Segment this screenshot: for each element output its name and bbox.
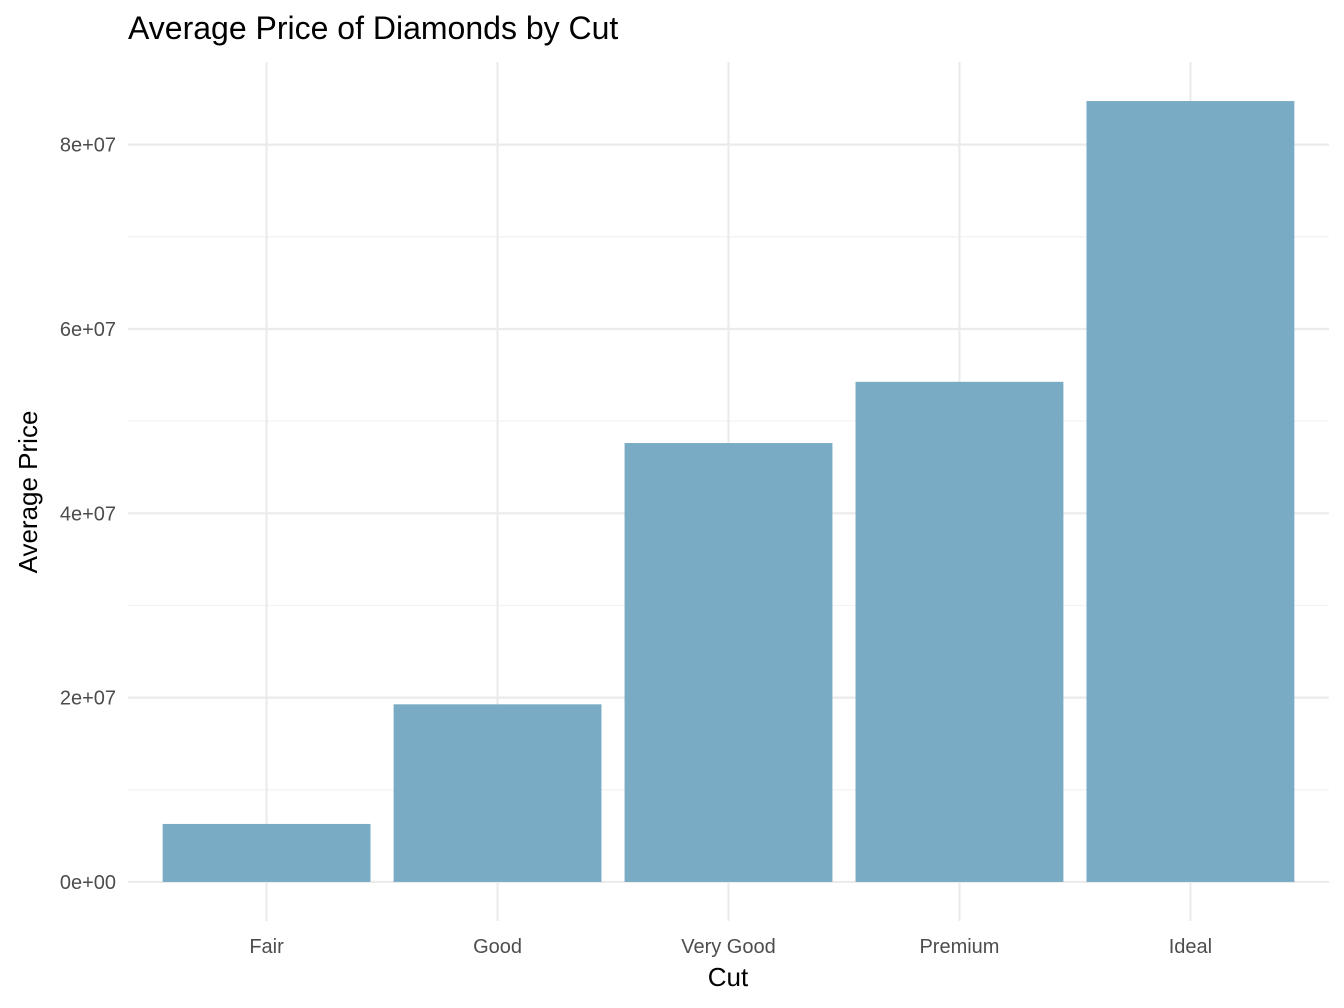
chart-title: Average Price of Diamonds by Cut	[128, 10, 618, 46]
bar-fair	[162, 823, 371, 882]
y-tick-label: 6e+07	[60, 319, 116, 341]
x-tick-label: Fair	[249, 936, 284, 958]
y-axis-title: Average Price	[13, 411, 43, 574]
x-axis-tick-labels: Fair Good Very Good Premium Ideal	[249, 936, 1212, 958]
y-axis-tick-labels: 0e+00 2e+07 4e+07 6e+07 8e+07	[60, 135, 116, 894]
x-tick-label: Good	[473, 936, 522, 958]
bars	[162, 101, 1295, 882]
y-tick-label: 0e+00	[60, 872, 116, 894]
x-tick-label: Ideal	[1169, 936, 1212, 958]
y-tick-label: 4e+07	[60, 503, 116, 525]
bar-premium	[855, 381, 1064, 882]
bar-very-good	[624, 443, 833, 882]
bar-good	[393, 704, 602, 882]
x-axis-title: Cut	[708, 962, 749, 992]
bar-ideal	[1086, 101, 1295, 882]
x-tick-label: Premium	[919, 936, 999, 958]
x-tick-label: Very Good	[681, 936, 776, 958]
y-tick-label: 2e+07	[60, 688, 116, 710]
y-tick-label: 8e+07	[60, 135, 116, 157]
